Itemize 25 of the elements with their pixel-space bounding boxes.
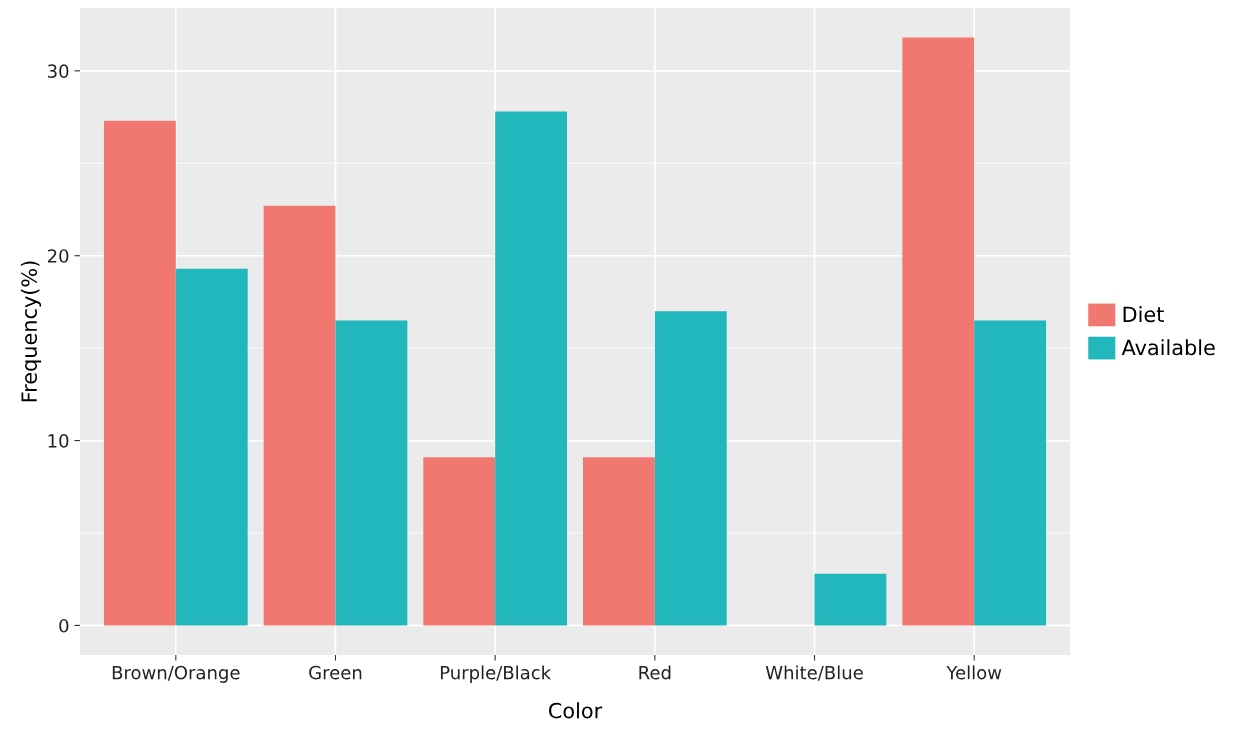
y-tick-label: 0 [59, 618, 69, 633]
x-tick-label: Yellow [946, 665, 1002, 680]
y-tick-label: 20 [47, 249, 69, 263]
bar [103, 120, 176, 626]
bar [263, 205, 336, 626]
bar [175, 268, 248, 626]
x-tick-label: Brown/Orange [112, 665, 240, 683]
bar [902, 37, 975, 626]
y-tick-label: 30 [47, 64, 69, 78]
bar [335, 320, 408, 626]
legend-label: Diet [1123, 306, 1164, 323]
x-tick-label: Red [639, 665, 671, 680]
bar [582, 457, 655, 626]
x-axis-title: Color [548, 702, 603, 719]
bar [423, 457, 496, 626]
x-tick-label: White/Blue [765, 665, 863, 681]
bar [654, 311, 727, 626]
y-axis-title: Frequency(%) [20, 261, 42, 402]
x-tick-label: Green [309, 665, 362, 680]
bar [974, 320, 1047, 626]
y-tick-label: 10 [48, 434, 69, 448]
x-tick-label: Purple/Black [440, 665, 552, 683]
bar [495, 111, 568, 626]
bar [814, 573, 887, 626]
legend-label: Available [1121, 339, 1215, 356]
